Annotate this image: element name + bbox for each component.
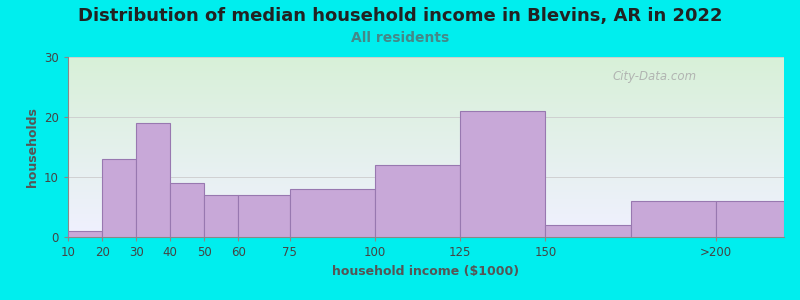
Bar [375,165,460,237]
Bar [68,231,102,237]
Y-axis label: households: households [26,107,38,187]
Bar [290,189,375,237]
Bar [136,123,170,237]
Text: City-Data.com: City-Data.com [612,70,696,83]
Bar [102,159,136,237]
Text: All residents: All residents [351,32,449,46]
X-axis label: household income ($1000): household income ($1000) [333,265,519,278]
Bar [460,111,546,237]
Bar [238,195,290,237]
Bar [204,195,238,237]
Bar [716,201,784,237]
Bar [170,183,204,237]
Bar [546,225,630,237]
Bar [630,201,716,237]
Text: Distribution of median household income in Blevins, AR in 2022: Distribution of median household income … [78,8,722,26]
